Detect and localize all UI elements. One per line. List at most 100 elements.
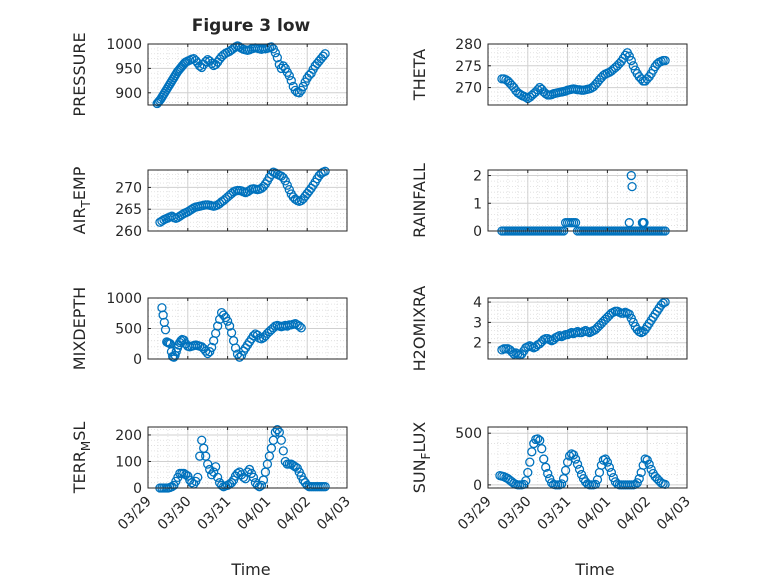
data-point — [533, 434, 543, 444]
data-point — [270, 48, 281, 58]
data-point — [201, 56, 211, 67]
y-tick-label: 500 — [455, 426, 482, 442]
x-tick-label: 04/01 — [574, 494, 614, 534]
data-series — [497, 48, 670, 104]
data-point — [212, 321, 223, 331]
data-point — [628, 61, 638, 71]
data-point — [570, 454, 581, 464]
data-point — [533, 85, 543, 95]
y-tick-label: 0 — [473, 224, 482, 240]
y-tick-label: 500 — [115, 322, 142, 338]
axes-box — [487, 426, 688, 489]
data-point — [320, 166, 330, 176]
x-tick-label: 04/02 — [274, 494, 314, 534]
axes-box — [487, 297, 688, 360]
x-tick-label: 04/02 — [614, 494, 654, 534]
y-tick-label: 1 — [473, 196, 482, 212]
data-point — [248, 331, 259, 341]
x-tick-label: 03/30 — [155, 494, 195, 534]
subplot-3: 260 265 270 AIRTEMP — [70, 166, 348, 240]
data-point — [296, 323, 306, 333]
data-point — [507, 347, 517, 357]
subplot-2: 270 275 280 THETA — [410, 37, 688, 106]
data-point — [602, 457, 613, 467]
data-point — [280, 176, 290, 186]
data-point — [604, 462, 615, 472]
data-point — [525, 457, 535, 467]
data-point — [286, 75, 296, 86]
data-point — [160, 325, 171, 335]
subplot-4: 0 1 2 RAINFALL — [410, 163, 688, 240]
axes-box — [147, 169, 348, 232]
data-point — [230, 343, 241, 353]
data-point — [562, 457, 573, 467]
data-point — [169, 352, 179, 362]
data-point — [626, 170, 636, 181]
data-point — [270, 427, 281, 437]
y-tick-label: 0 — [473, 478, 482, 494]
y-tick-label: 0 — [133, 352, 142, 368]
y-axis-label: PRESSURE — [70, 32, 89, 116]
x-tick-label: 04/03 — [654, 494, 694, 534]
data-series — [155, 166, 330, 227]
data-point — [278, 446, 288, 456]
data-point — [193, 472, 203, 483]
data-point — [205, 347, 215, 357]
subplot-5: 0 500 1000 MIXDEPTH — [70, 287, 348, 370]
data-point — [620, 50, 630, 60]
subplot-1: 900 950 1000 PRESSURE — [70, 32, 348, 117]
data-point — [521, 92, 531, 102]
data-point — [294, 321, 304, 331]
data-point — [284, 184, 294, 195]
y-tick-label: 900 — [115, 86, 142, 102]
data-point — [272, 53, 283, 63]
data-point — [541, 462, 551, 472]
data-point — [527, 447, 537, 457]
y-tick-label: 280 — [455, 37, 482, 53]
data-point — [224, 321, 235, 331]
x-tick-label: 03/31 — [535, 494, 575, 534]
axes-box — [147, 426, 348, 489]
data-point — [203, 459, 213, 469]
data-point — [639, 218, 649, 228]
data-point — [660, 55, 670, 66]
data-point — [624, 51, 634, 61]
data-point — [543, 468, 553, 479]
y-tick-label: 260 — [115, 224, 142, 240]
data-point — [634, 474, 644, 484]
data-point — [523, 467, 533, 478]
subplot-8: 0 500 SUNFLUX 03/29 03/30 03/31 04/01 04/02 04/0… — [410, 422, 694, 534]
y-tick-label: 270 — [455, 81, 482, 97]
x-axis-label-left: Time — [230, 560, 270, 579]
subplot-7: 0 100 200 TERRMSL 03/29 03/30 03/31 04/01 04/02 0… — [70, 422, 354, 534]
data-point — [606, 467, 617, 478]
y-axis-label: H2OMIXRA — [410, 286, 429, 372]
data-point — [626, 55, 636, 66]
axes-box — [487, 43, 688, 106]
data-point — [242, 467, 253, 477]
y-tick-label: 4 — [473, 295, 482, 311]
data-series — [157, 303, 306, 362]
data-point — [207, 58, 217, 69]
data-point — [272, 425, 283, 435]
data-point — [318, 51, 328, 61]
y-tick-label: 2 — [473, 336, 482, 352]
y-tick-label: 1000 — [106, 37, 142, 53]
data-point — [298, 81, 308, 92]
data-point — [644, 459, 654, 469]
y-tick-label: 200 — [115, 428, 142, 444]
data-point — [207, 470, 217, 480]
data-point — [570, 218, 581, 228]
data-point — [276, 435, 286, 445]
y-axis-label: AIRTEMP — [70, 166, 93, 234]
data-point — [572, 459, 583, 469]
data-point — [248, 472, 259, 483]
y-tick-label: 270 — [115, 180, 142, 196]
data-point — [282, 180, 292, 190]
data-point — [207, 342, 217, 353]
data-point — [320, 49, 330, 59]
x-tick-label: 04/03 — [314, 494, 354, 534]
